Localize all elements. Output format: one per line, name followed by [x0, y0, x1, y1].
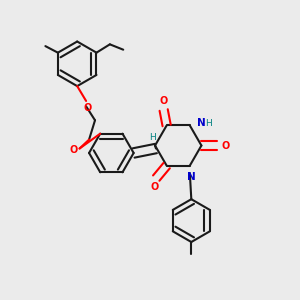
- Text: N: N: [197, 118, 206, 128]
- Text: H: H: [205, 118, 212, 127]
- Text: O: O: [151, 182, 159, 192]
- Text: O: O: [221, 140, 230, 151]
- Text: O: O: [83, 103, 92, 113]
- Text: O: O: [70, 145, 78, 155]
- Text: H: H: [150, 133, 156, 142]
- Text: N: N: [187, 172, 196, 182]
- Text: O: O: [160, 96, 168, 106]
